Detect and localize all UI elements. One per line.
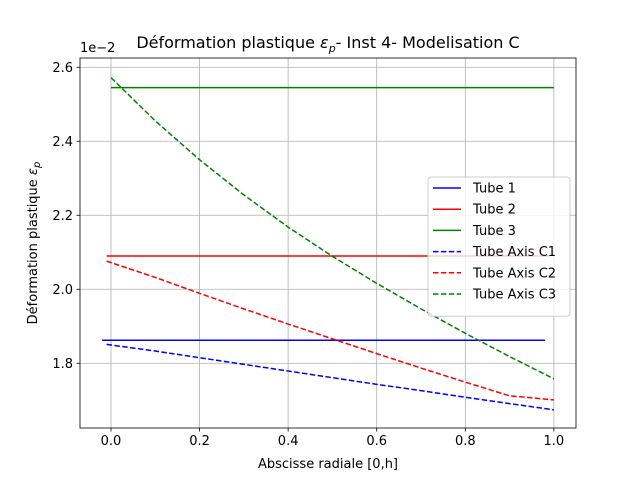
y-axis-label-symbol-sub: p xyxy=(32,162,43,169)
x-tick-label: 0.4 xyxy=(278,434,299,449)
y-tick-label: 2.0 xyxy=(52,283,73,298)
y-axis-label-main: Déformation plastique xyxy=(26,179,41,324)
series-line-6 xyxy=(110,77,555,380)
legend-label: Tube Axis C1 xyxy=(472,245,556,260)
legend: Tube 1 Tube 2 Tube 3 Tube Axis C1 Tube Axis … xyxy=(427,176,571,317)
x-tick-label: 1.0 xyxy=(544,434,565,449)
x-tick-label: 0.2 xyxy=(189,434,210,449)
y-axis-label-symbol: ε xyxy=(26,168,41,175)
y-tick-label: 1.8 xyxy=(52,357,73,372)
chart-title-symbol: ε xyxy=(320,33,329,52)
chart-title-suffix: - Inst 4- Modelisation C xyxy=(336,33,520,52)
legend-label: Tube 1 xyxy=(472,182,516,197)
series-line-5 xyxy=(106,260,554,401)
chart-title-symbol-sub: p xyxy=(328,42,336,55)
plot-frame xyxy=(79,57,577,429)
legend-frame xyxy=(427,176,571,317)
chart-title: Déformation plastique εp- Inst 4- Modeli… xyxy=(136,33,519,55)
y-tick-label: 2.2 xyxy=(52,209,73,224)
y-tick-label: 2.6 xyxy=(52,61,73,76)
legend-label: Tube 3 xyxy=(472,224,516,239)
x-axis-label: Abscisse radiale [0,h] xyxy=(258,457,398,472)
x-tick-label: 0.8 xyxy=(455,434,476,449)
ticks: 0.0 0.2 0.4 0.6 0.8 1.0 1.8 2.0 2.2 2.4 2.6 xyxy=(52,61,564,449)
x-tick-label: 0.0 xyxy=(101,434,122,449)
y-axis-label: Déformation plastique εp xyxy=(26,162,43,325)
legend-label: Tube Axis C3 xyxy=(472,288,556,303)
y-tick-label: 2.4 xyxy=(52,135,73,150)
legend-label: Tube Axis C2 xyxy=(472,266,556,281)
y-offset-label: 1e−2 xyxy=(80,41,115,56)
x-tick-label: 0.6 xyxy=(366,434,387,449)
series-line-4 xyxy=(106,343,554,411)
chart-title-main: Déformation plastique xyxy=(136,33,315,52)
legend-label: Tube 2 xyxy=(472,203,516,218)
